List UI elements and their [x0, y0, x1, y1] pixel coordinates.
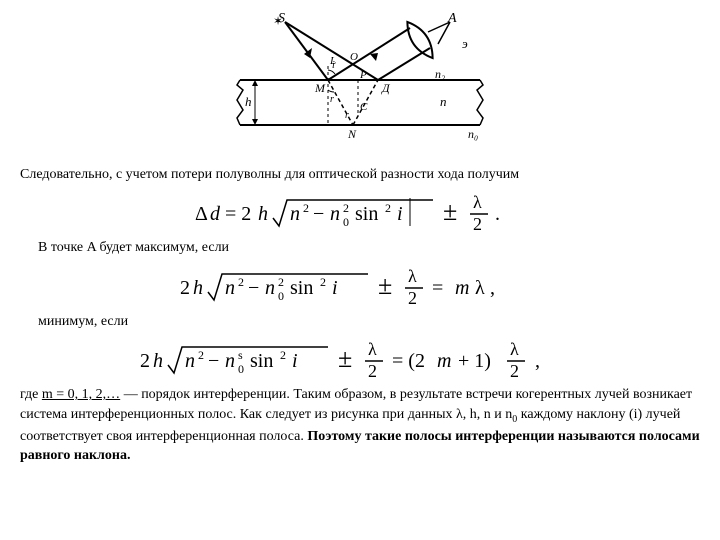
- svg-text:n: n: [265, 277, 275, 299]
- label-P: P: [359, 69, 367, 81]
- svg-text:m: m: [437, 350, 451, 372]
- svg-text:2: 2: [408, 288, 417, 306]
- svg-text:Δ: Δ: [195, 203, 208, 225]
- optics-diagram: h S ✶ L O M Д A э P C: [210, 10, 510, 150]
- svg-text:i: i: [292, 350, 298, 372]
- svg-text:2: 2: [368, 361, 377, 379]
- svg-text:λ: λ: [510, 339, 519, 359]
- p4-m: m = 0, 1, 2,…: [42, 387, 120, 402]
- svg-text:λ: λ: [475, 277, 485, 299]
- svg-text:sin: sin: [290, 277, 313, 299]
- svg-text:=: =: [432, 277, 443, 299]
- svg-text:h: h: [153, 350, 163, 372]
- formula-1: Δd = 2h n2 − n20 sin2 i ± λ 2 .: [20, 190, 700, 232]
- svg-text:2: 2: [198, 348, 204, 362]
- svg-text:= (2: = (2: [392, 350, 425, 372]
- svg-text:±: ±: [378, 271, 392, 300]
- svg-text:2: 2: [238, 275, 244, 289]
- svg-text:h: h: [258, 203, 268, 225]
- svg-text:n: n: [330, 203, 340, 225]
- svg-text:−: −: [208, 350, 219, 372]
- svg-text:0: 0: [278, 289, 284, 303]
- svg-text:±: ±: [443, 197, 457, 226]
- paragraph-4: где m = 0, 1, 2,… — порядок интерференци…: [20, 385, 700, 466]
- svg-text:✶: ✶: [273, 14, 283, 28]
- label-n0b: n₀: [468, 127, 478, 141]
- svg-text:2: 2: [280, 348, 286, 362]
- label-n: n: [440, 94, 447, 109]
- svg-text:n: n: [290, 203, 300, 225]
- svg-text:i: i: [332, 277, 338, 299]
- svg-text:m: m: [455, 277, 469, 299]
- svg-text:2: 2: [278, 275, 284, 289]
- label-M: M: [314, 81, 326, 95]
- svg-text:s: s: [238, 348, 243, 362]
- svg-text:−: −: [313, 203, 324, 225]
- svg-text:sin: sin: [250, 350, 273, 372]
- svg-text:0: 0: [343, 215, 349, 229]
- svg-text:0: 0: [238, 362, 244, 376]
- svg-text:2: 2: [343, 201, 349, 215]
- paragraph-2: В точке A будет максимум, если: [38, 238, 700, 258]
- svg-text:2: 2: [385, 201, 391, 215]
- paragraph-1: Следовательно, с учетом потери полуволны…: [20, 165, 700, 185]
- svg-text:2: 2: [320, 275, 326, 289]
- formula-2: 2h n2 − n20 sin2 i ± λ 2 = mλ ,: [20, 264, 700, 306]
- svg-text:,: ,: [490, 277, 495, 299]
- svg-text:2: 2: [473, 214, 482, 232]
- label-E: э: [462, 36, 468, 51]
- formula-3: 2h n2 − ns0 sin2 i ± λ 2 = (2 m + 1) λ 2…: [20, 337, 700, 379]
- paragraph-3: минимум, если: [38, 312, 700, 332]
- svg-text:d: d: [210, 203, 221, 225]
- svg-text:+ 1): + 1): [458, 350, 491, 372]
- svg-text:±: ±: [338, 344, 352, 373]
- label-r2: r: [345, 110, 349, 121]
- svg-text:2: 2: [303, 201, 309, 215]
- p4-a: где: [20, 387, 42, 402]
- svg-text:2: 2: [180, 277, 190, 299]
- label-r1: r: [330, 94, 334, 105]
- label-D: Д: [381, 81, 391, 95]
- svg-text:.: .: [495, 203, 500, 225]
- svg-text:λ: λ: [408, 266, 417, 286]
- svg-text:h: h: [193, 277, 203, 299]
- label-i: i: [332, 60, 335, 71]
- label-C: C: [360, 101, 368, 113]
- svg-text:2: 2: [140, 350, 150, 372]
- svg-text:λ: λ: [368, 339, 377, 359]
- label-n2: n₂: [435, 67, 445, 81]
- svg-text:= 2: = 2: [225, 203, 251, 225]
- label-h: h: [245, 94, 252, 109]
- svg-text:2: 2: [510, 361, 519, 379]
- svg-text:−: −: [248, 277, 259, 299]
- svg-text:sin: sin: [355, 203, 378, 225]
- svg-text:,: ,: [535, 350, 540, 372]
- svg-text:n: n: [225, 277, 235, 299]
- svg-text:n: n: [225, 350, 235, 372]
- svg-text:i: i: [397, 203, 403, 225]
- label-N: N: [347, 127, 357, 141]
- svg-text:n: n: [185, 350, 195, 372]
- svg-text:λ: λ: [473, 192, 482, 212]
- diagram-container: h S ✶ L O M Д A э P C: [20, 10, 700, 157]
